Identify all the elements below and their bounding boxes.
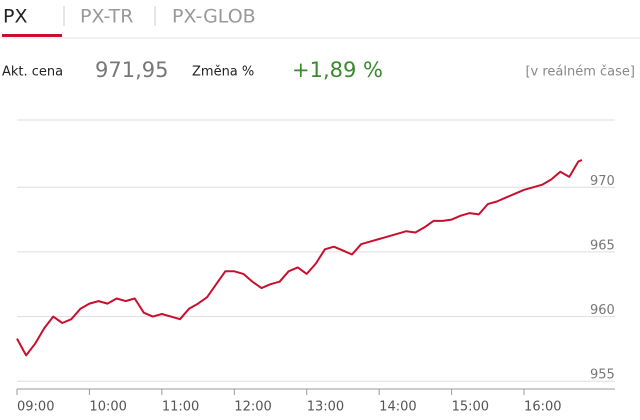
x-tick-label: 12:00	[234, 400, 271, 415]
x-tick-label: 15:00	[452, 400, 489, 415]
y-tick-label: 970	[590, 174, 615, 189]
x-tick-label: 14:00	[379, 400, 416, 415]
tab[interactable]: PX-GLOB	[172, 6, 256, 28]
realtime-note: [v reálném čase]	[525, 65, 635, 80]
x-tick-label: 16:00	[524, 400, 561, 415]
x-tick-label: 11:00	[162, 400, 199, 415]
y-tick-label: 960	[590, 303, 615, 318]
tab[interactable]: PX-TR	[80, 6, 133, 28]
tab[interactable]: PX	[3, 6, 27, 28]
x-tick-label: 13:00	[307, 400, 344, 415]
price-label: Akt. cena	[2, 65, 63, 80]
change: +1,89 %	[292, 58, 383, 82]
y-tick-label: 965	[590, 238, 615, 253]
x-tick-label: 09:00	[17, 400, 54, 415]
plot: 955 960 965 970 09:00 10:00 11:00 12:00 13:00 14:…	[16, 119, 615, 415]
y-tick-label: 955	[590, 368, 615, 383]
price-line	[16, 159, 583, 357]
price: 971,95	[95, 58, 168, 82]
tab-underline	[2, 34, 62, 37]
x-tick-label: 10:00	[89, 400, 126, 415]
change-label: Změna %	[192, 65, 254, 80]
